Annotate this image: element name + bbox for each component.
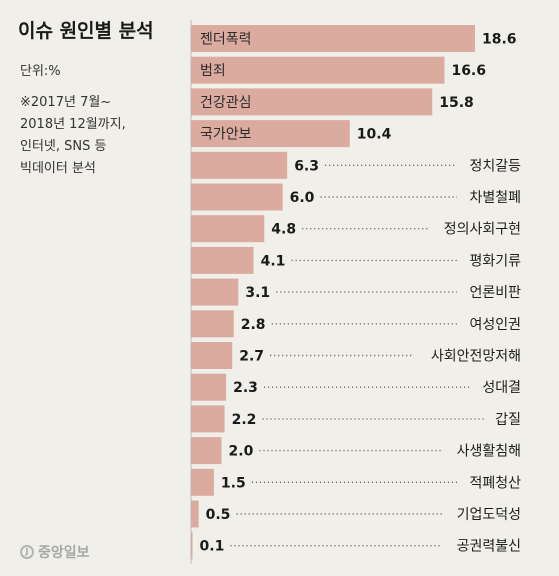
bar [191, 532, 193, 560]
value-label: 10.4 [357, 127, 392, 143]
value-label: 2.7 [239, 349, 264, 365]
value-label: 18.6 [482, 32, 517, 48]
value-label: 2.0 [229, 444, 254, 460]
category-label: 기업도덕성 [457, 507, 521, 523]
bar [191, 246, 254, 274]
data-note: ※2017년 7월~ 2018년 12월까지, 인터넷, SNS 등 빅데이터 … [20, 95, 126, 176]
value-label: 0.1 [200, 539, 225, 555]
bar [191, 405, 225, 433]
category-label: 여성인권 [469, 317, 521, 333]
bar [191, 151, 288, 179]
bar [191, 56, 445, 84]
category-label: 범죄 [200, 63, 226, 79]
bar [191, 278, 239, 306]
source-logo: J 중앙일보 [20, 542, 90, 562]
category-label: 성대결 [482, 380, 521, 396]
value-label: 3.1 [245, 285, 270, 301]
value-label: 16.6 [451, 63, 486, 79]
bar [191, 215, 265, 243]
joongang-logo-icon: J [20, 545, 34, 559]
bar [191, 120, 350, 148]
bar [191, 183, 283, 211]
bar [191, 342, 233, 369]
category-label: 국가안보 [200, 127, 252, 143]
source-label: 중앙일보 [38, 545, 90, 561]
bar [191, 310, 234, 338]
category-label: 사생활침해 [457, 444, 521, 460]
bar [191, 88, 433, 116]
category-label: 젠더폭력 [200, 32, 252, 48]
category-label: 평화기류 [469, 253, 521, 269]
bar [191, 25, 475, 52]
category-label: 건강관심 [200, 95, 252, 111]
category-label: 차별철폐 [469, 190, 521, 206]
category-label: 공권력불신 [457, 539, 521, 555]
chart-title: 이슈 원인별 분석 [18, 20, 154, 42]
value-label: 2.8 [241, 317, 266, 333]
value-label: 4.1 [261, 253, 286, 269]
category-label: 갑질 [495, 412, 521, 428]
category-label: 정의사회구현 [444, 222, 521, 238]
bar [191, 500, 199, 528]
category-label: 언론비판 [469, 285, 521, 301]
value-label: 1.5 [221, 475, 246, 491]
bar [191, 373, 227, 401]
unit-label: 단위:% [20, 64, 61, 79]
value-label: 15.8 [439, 95, 474, 111]
value-label: 0.5 [206, 507, 231, 523]
category-label: 정치갈등 [469, 158, 521, 174]
category-label: 사회안전망저해 [431, 349, 521, 365]
category-label: 적폐청산 [469, 475, 521, 491]
value-label: 2.2 [232, 412, 257, 428]
value-label: 2.3 [233, 380, 258, 396]
value-label: 4.8 [271, 222, 296, 238]
value-label: 6.3 [294, 158, 319, 174]
value-label: 6.0 [290, 190, 315, 206]
bar [191, 437, 222, 465]
bar [191, 468, 214, 496]
